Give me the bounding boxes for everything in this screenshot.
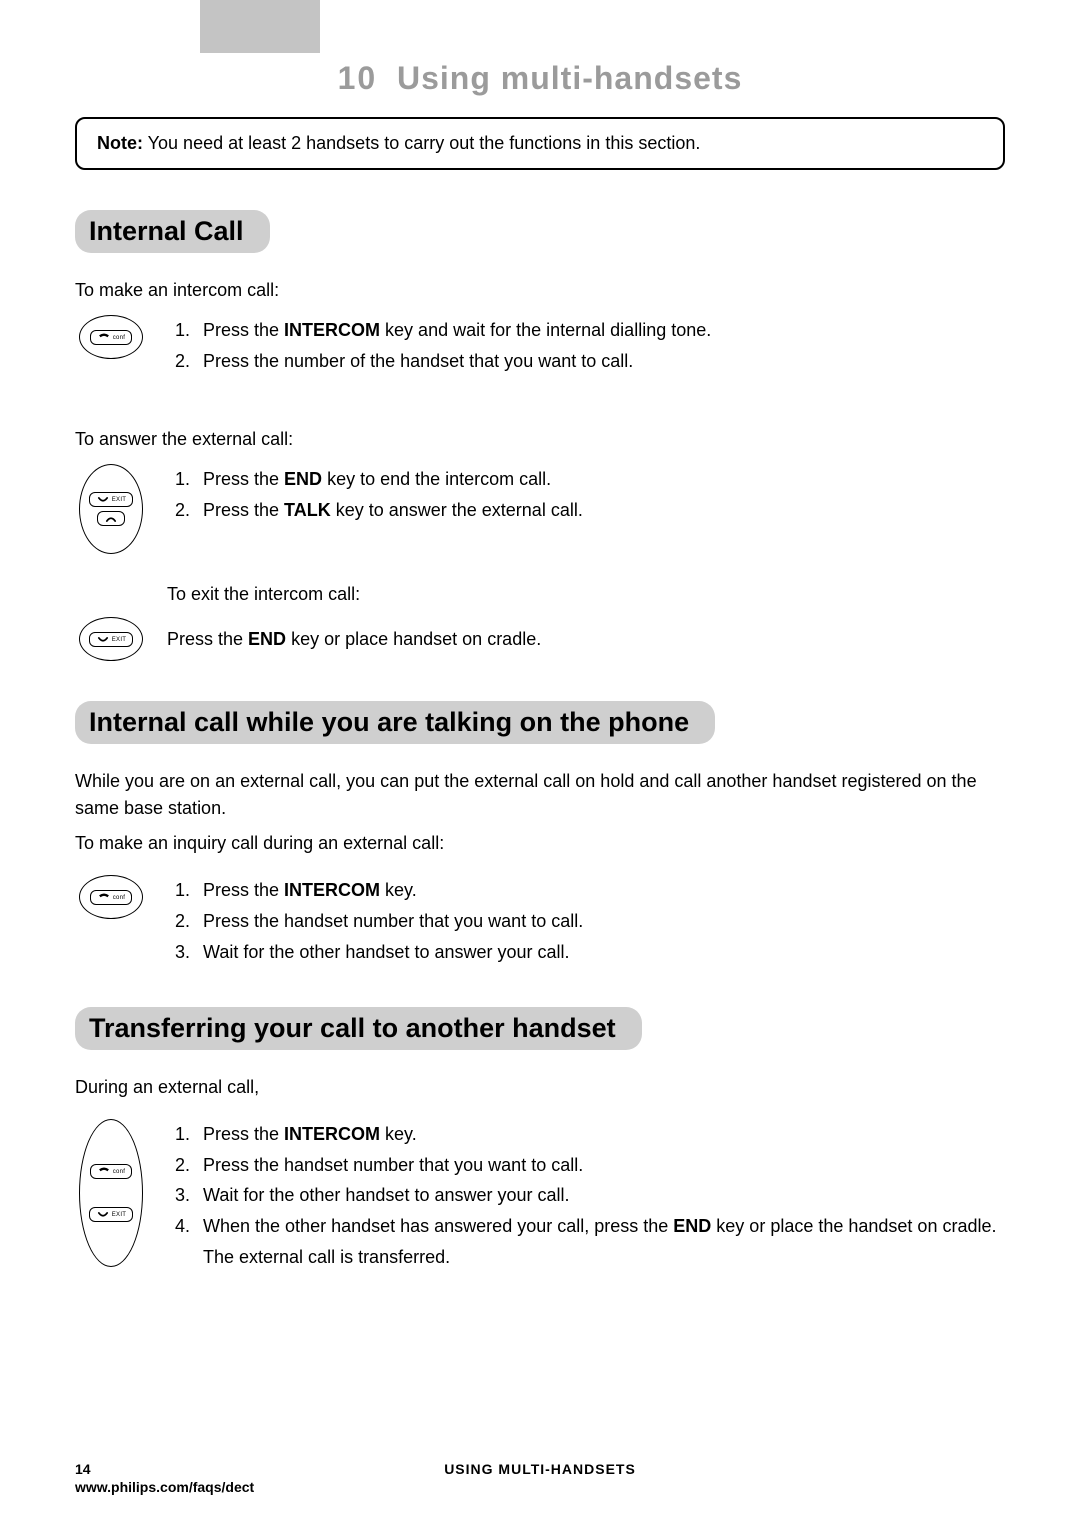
step-item: Press the number of the handset that you… bbox=[195, 346, 711, 377]
step-item: Press the TALK key to answer the externa… bbox=[195, 495, 583, 526]
intro-transfer: During an external call, bbox=[75, 1074, 1005, 1101]
instr-answer-external: EXIT Press the END key to end the interc… bbox=[75, 464, 1005, 554]
key-intercom: conf bbox=[90, 1164, 133, 1179]
chapter-number: 10 bbox=[338, 60, 378, 96]
intercom-end-key-icon: conf EXIT bbox=[79, 1119, 143, 1267]
page-number: 14 bbox=[75, 1461, 105, 1477]
end-talk-key-icon: EXIT bbox=[79, 464, 143, 554]
intro-inquiry: To make an inquiry call during an extern… bbox=[75, 830, 1005, 857]
steps-list: Press the INTERCOM key and wait for the … bbox=[167, 315, 711, 376]
page: 10 Using multi-handsets Note: You need a… bbox=[0, 0, 1080, 1533]
intercom-key-icon: conf bbox=[79, 315, 143, 359]
steps-list: Press the END key to end the intercom ca… bbox=[167, 464, 583, 525]
icon-col: EXIT bbox=[75, 617, 147, 661]
intercom-key-icon: conf bbox=[79, 875, 143, 919]
section-title-internal-while: Internal call while you are talking on t… bbox=[75, 701, 715, 744]
footer-chapter-label: Using multi-handsets bbox=[105, 1461, 975, 1477]
chapter-name: Using multi-handsets bbox=[397, 60, 742, 96]
step-item: Press the handset number that you want t… bbox=[195, 906, 583, 937]
step-item: Press the END key to end the intercom ca… bbox=[195, 464, 583, 495]
step-item: Wait for the other handset to answer you… bbox=[195, 937, 583, 968]
instr-make-intercom: conf Press the INTERCOM key and wait for… bbox=[75, 315, 1005, 376]
icon-col: conf EXIT bbox=[75, 1119, 147, 1267]
note-label: Note: bbox=[97, 133, 143, 153]
exit-text: Press the END key or place handset on cr… bbox=[167, 617, 541, 661]
icon-col: EXIT bbox=[75, 464, 147, 554]
step-item: Press the INTERCOM key. bbox=[195, 875, 583, 906]
instr-transfer: conf EXIT Press the INTERCOM key. Press … bbox=[75, 1119, 1005, 1272]
footer-url: www.philips.com/faqs/dect bbox=[75, 1479, 1005, 1495]
key-end: EXIT bbox=[89, 492, 134, 507]
intro-answer-external: To answer the external call: bbox=[75, 426, 1005, 452]
section-title-internal-call: Internal Call bbox=[75, 210, 270, 253]
top-accent-tab bbox=[200, 0, 320, 53]
footer-row: 14 Using multi-handsets bbox=[75, 1461, 1005, 1477]
step-item: Press the handset number that you want t… bbox=[195, 1150, 1005, 1181]
step-item: Press the INTERCOM key and wait for the … bbox=[195, 315, 711, 346]
key-label: conf bbox=[90, 890, 133, 905]
exit-intro: To exit the intercom call: bbox=[167, 584, 1005, 605]
icon-col: conf bbox=[75, 315, 147, 359]
note-box: Note: You need at least 2 handsets to ca… bbox=[75, 117, 1005, 170]
step-item: Wait for the other handset to answer you… bbox=[195, 1180, 1005, 1211]
icon-col: conf bbox=[75, 875, 147, 919]
key-end: EXIT bbox=[89, 632, 134, 647]
para-internal-while: While you are on an external call, you c… bbox=[75, 768, 1005, 822]
footer: 14 Using multi-handsets www.philips.com/… bbox=[75, 1461, 1005, 1495]
note-text: You need at least 2 handsets to carry ou… bbox=[143, 133, 700, 153]
key-end: EXIT bbox=[89, 1207, 134, 1222]
end-key-icon: EXIT bbox=[79, 617, 143, 661]
steps-list: Press the INTERCOM key. Press the handse… bbox=[167, 875, 583, 967]
step-item: When the other handset has answered your… bbox=[195, 1211, 1005, 1272]
step-item: Press the INTERCOM key. bbox=[195, 1119, 1005, 1150]
key-label: conf bbox=[90, 330, 133, 345]
instr-exit-intercom: EXIT Press the END key or place handset … bbox=[75, 617, 1005, 661]
key-talk bbox=[97, 511, 125, 526]
section-title-transfer: Transferring your call to another handse… bbox=[75, 1007, 642, 1050]
instr-inquiry: conf Press the INTERCOM key. Press the h… bbox=[75, 875, 1005, 967]
steps-list: Press the INTERCOM key. Press the handse… bbox=[167, 1119, 1005, 1272]
intro-make-intercom: To make an intercom call: bbox=[75, 277, 1005, 303]
